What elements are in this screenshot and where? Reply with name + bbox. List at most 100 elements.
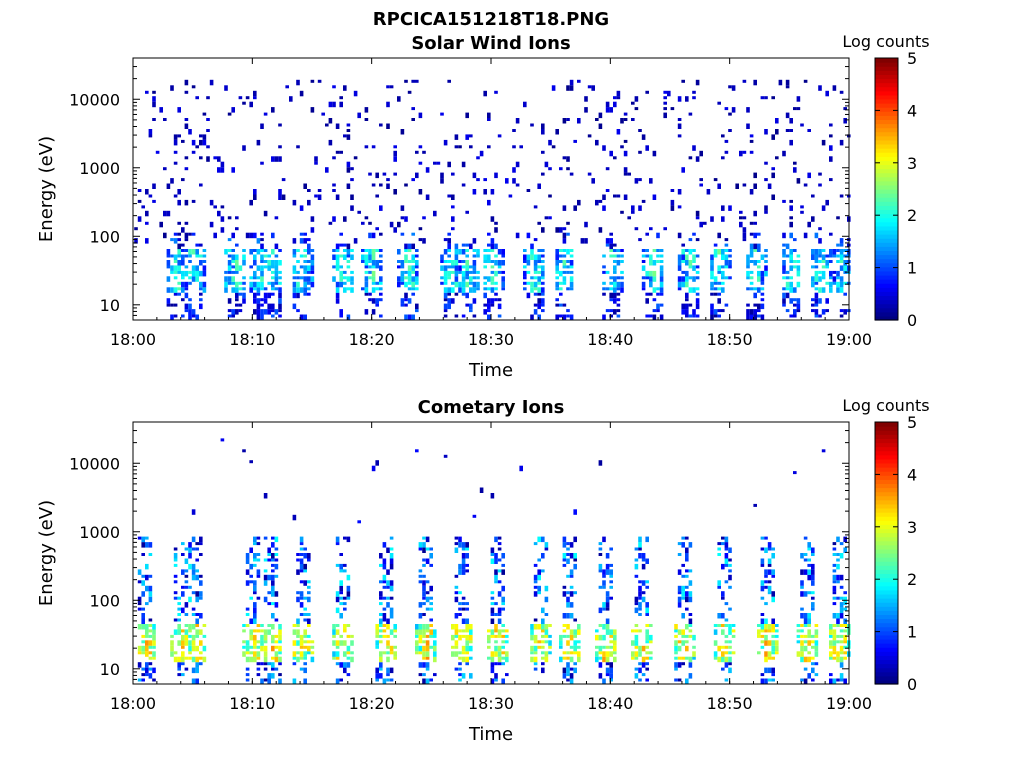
spectrogram-cell [260, 232, 264, 236]
spectrogram-cell [717, 624, 721, 627]
spectrogram-cell [278, 276, 282, 280]
spectrogram-cell [494, 298, 498, 302]
spectrogram-cell [605, 238, 610, 244]
spectrogram-cell [685, 591, 689, 597]
spectrogram-cell [238, 265, 243, 271]
spectrogram-cell [314, 161, 318, 165]
spectrogram-cell [724, 254, 729, 260]
spectrogram-cell [717, 270, 721, 274]
spectrogram-cell [807, 640, 811, 646]
spectrogram-cell [821, 309, 826, 315]
colorbar-swatch [875, 475, 898, 480]
spectrogram-cell [274, 276, 279, 282]
spectrogram-cell [829, 232, 833, 236]
spectrogram-cell [469, 673, 473, 679]
spectrogram-cell [656, 249, 660, 252]
spectrogram-cell [447, 270, 451, 277]
spectrogram-cell [191, 613, 196, 616]
spectrogram-cell [494, 574, 498, 581]
spectrogram-cell [717, 645, 721, 652]
spectrogram-cell [634, 574, 639, 578]
spectrogram-cell [800, 123, 804, 127]
spectrogram-cell [195, 569, 199, 573]
spectrogram-cell [533, 645, 538, 652]
spectrogram-cell [400, 276, 405, 282]
spectrogram-cell [292, 199, 297, 206]
spectrogram-cell [422, 673, 426, 677]
spectrogram-cell [526, 292, 531, 299]
spectrogram-cell [494, 270, 498, 277]
spectrogram-cell [184, 656, 189, 660]
spectrogram-cell [199, 613, 203, 619]
spectrogram-cell [145, 645, 149, 652]
spectrogram-cell [559, 270, 563, 277]
spectrogram-cell [199, 656, 203, 660]
spectrogram-cell [677, 260, 682, 266]
spectrogram-cell [458, 249, 462, 255]
spectrogram-cell [760, 618, 765, 624]
spectrogram-cell [839, 596, 844, 600]
spectrogram-cell [141, 667, 145, 671]
spectrogram-cell [343, 640, 347, 646]
spectrogram-cell [645, 90, 649, 94]
spectrogram-cell [695, 238, 700, 242]
spectrogram-cell [425, 194, 430, 200]
spectrogram-cell [253, 542, 257, 546]
spectrogram-cell [602, 270, 606, 274]
spectrogram-cell [260, 678, 264, 684]
spectrogram-cell [605, 667, 610, 674]
spectrogram-cell [562, 303, 567, 307]
spectrogram-cell [685, 640, 689, 644]
spectrogram-cell [375, 194, 379, 198]
spectrogram-cell [757, 624, 761, 627]
spectrogram-cell [199, 270, 203, 277]
colorbar-swatch [875, 66, 898, 71]
spectrogram-cell [609, 651, 613, 657]
spectrogram-cell [173, 618, 178, 622]
spectrogram-cell [623, 172, 628, 176]
spectrogram-cell [566, 656, 570, 660]
spectrogram-cell [793, 314, 797, 318]
spectrogram-cell [839, 260, 844, 263]
spectrogram-cell [620, 260, 624, 263]
spectrogram-cell [465, 624, 469, 630]
spectrogram-cell [278, 281, 282, 285]
spectrogram-cell [267, 629, 271, 635]
spectrogram-cell [296, 287, 300, 293]
spectrogram-cell [152, 183, 156, 189]
spectrogram-cell [479, 487, 484, 493]
x-tick-label: 19:00 [826, 694, 872, 713]
spectrogram-cell [242, 640, 246, 644]
spectrogram-cell [271, 591, 275, 597]
x-tick-label: 18:00 [110, 694, 156, 713]
spectrogram-cell [137, 645, 142, 652]
spectrogram-cell [605, 645, 610, 649]
spectrogram-cell [602, 281, 606, 285]
spectrogram-cell [609, 678, 613, 682]
spectrogram-cell [620, 118, 624, 124]
spectrogram-cell [782, 287, 786, 291]
spectrogram-cell [753, 314, 757, 320]
spectrogram-cell [710, 314, 714, 320]
spectrogram-cell [137, 189, 142, 192]
spectrogram-cell [443, 276, 448, 282]
spectrogram-cell [605, 553, 610, 559]
spectrogram-cell [152, 656, 156, 660]
spectrogram-cell [505, 651, 509, 657]
spectrogram-cell [191, 645, 196, 652]
spectrogram-cell [217, 167, 221, 173]
spectrogram-cell [404, 281, 408, 288]
spectrogram-cell [818, 254, 822, 258]
spectrogram-cell [721, 542, 725, 546]
spectrogram-cell [555, 276, 559, 280]
spectrogram-cell [497, 298, 502, 302]
spectrogram-cell [181, 178, 185, 182]
spectrogram-cell [274, 634, 279, 638]
spectrogram-cell [307, 238, 311, 242]
colorbar-swatch [875, 78, 898, 84]
spectrogram-cell [249, 547, 253, 553]
spectrogram-cell [465, 292, 469, 299]
spectrogram-cell [461, 634, 466, 638]
